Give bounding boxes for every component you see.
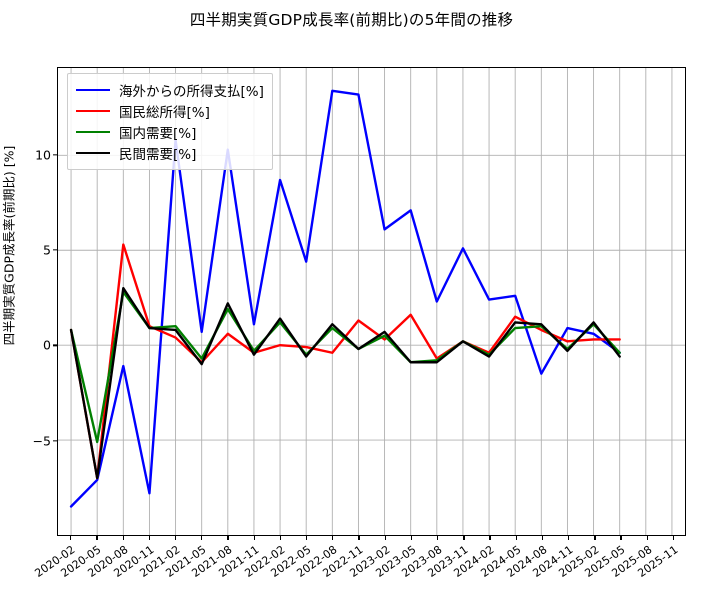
x-tick-mark [253, 536, 255, 540]
x-tick-label: 2024-11 [530, 543, 576, 581]
x-tick-label: 2022-02 [242, 543, 288, 581]
x-tick-label: 2025-08 [609, 543, 655, 581]
x-tick-mark [568, 536, 570, 540]
series-line [69, 89, 621, 508]
x-tick-label: 2020-08 [84, 543, 130, 581]
legend-label: 海外からの所得支払[%] [119, 83, 264, 100]
x-tick-mark [305, 536, 308, 540]
x-tick-mark [515, 536, 517, 540]
x-tick-label: 2025-02 [556, 543, 602, 581]
x-tick-mark [672, 536, 675, 540]
x-tick-label: 2024-08 [504, 543, 550, 581]
legend-item[interactable]: 民間需要[%] [76, 142, 264, 163]
x-tick-mark [70, 536, 72, 540]
x-tick-label: 2020-05 [58, 543, 104, 581]
x-tick-label: 2023-02 [346, 543, 393, 581]
legend-swatch-private-demand [76, 151, 110, 154]
x-tick-label: 2023-11 [425, 543, 471, 581]
legend-swatch-domestic-demand [76, 130, 110, 133]
legend-label: 国内需要[%] [119, 125, 197, 142]
x-tick-label: 2025-11 [635, 543, 681, 581]
x-tick-mark [489, 536, 491, 540]
x-tick-mark [148, 536, 151, 540]
x-tick-mark [541, 536, 544, 540]
x-tick-mark [227, 536, 229, 540]
x-tick-mark [437, 536, 439, 540]
legend-label: 国民総所得[%] [119, 104, 210, 121]
y-axis-label: 四半期実質GDP成長率(前期比) [%] [1, 145, 17, 346]
legend-item[interactable]: 国内需要[%] [76, 121, 264, 142]
series-line [69, 290, 621, 444]
legend-swatch-gross-national-income [76, 109, 110, 112]
grid-lines [58, 68, 685, 535]
x-tick-mark [201, 536, 203, 540]
series-lines [69, 89, 621, 508]
x-tick-label: 2022-11 [320, 543, 366, 581]
x-tick-label: 2022-08 [294, 543, 340, 581]
x-tick-mark [620, 536, 622, 540]
x-tick-label: 2021-02 [137, 543, 183, 581]
legend-label: 民間需要[%] [119, 146, 197, 163]
x-tick-mark [122, 536, 124, 540]
x-tick-label: 2020-02 [32, 543, 78, 581]
x-tick-label: 2024-05 [477, 543, 524, 581]
x-tick-mark [332, 536, 334, 540]
x-tick-mark [594, 536, 596, 540]
x-tick-label: 2021-11 [215, 543, 262, 581]
x-tick-label: 2023-05 [373, 543, 419, 581]
legend-item[interactable]: 国民総所得[%] [76, 100, 264, 121]
x-tick-mark [279, 536, 282, 540]
x-tick-mark [174, 536, 177, 540]
legend-swatch-overseas-income-payments [76, 88, 110, 91]
x-tick-label: 2024-02 [451, 543, 497, 581]
x-tick-label: 2023-08 [399, 543, 445, 581]
x-tick-label: 2022-05 [268, 543, 314, 581]
x-tick-mark [96, 536, 98, 540]
x-tick-label: 2020-11 [111, 543, 157, 581]
x-tick-label: 2021-05 [163, 543, 209, 581]
chart-title: 四半期実質GDP成長率(前期比)の5年間の推移 [189, 11, 514, 29]
x-tick-mark [463, 536, 465, 540]
chart-legend: 海外からの所得支払[%] 国民総所得[%] 国内需要[%] 民間需要[%] [67, 73, 273, 170]
x-tick-mark [410, 536, 413, 540]
x-tick-mark [646, 536, 648, 540]
x-tick-label: 2025-05 [582, 543, 628, 581]
series-line [69, 287, 621, 480]
x-tick-label: 2021-08 [189, 543, 235, 581]
x-tick-mark [384, 536, 386, 540]
x-tick-mark [358, 536, 360, 540]
legend-item[interactable]: 海外からの所得支払[%] [76, 79, 264, 100]
